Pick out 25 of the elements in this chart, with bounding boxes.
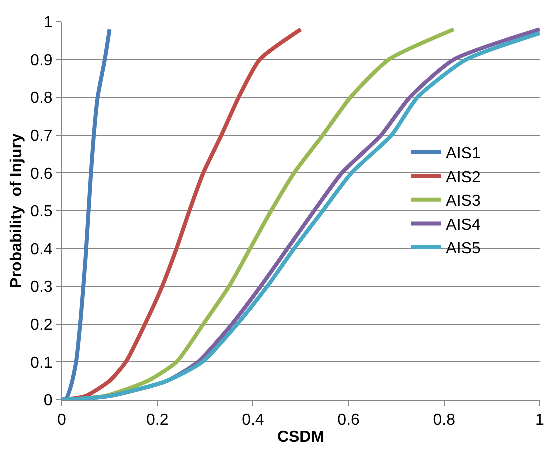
y-tick-label: 0.9 [30, 52, 53, 70]
y-tick-label: 0.7 [30, 128, 53, 145]
y-tick-label: 1 [44, 14, 53, 32]
y-tick-label: 0.5 [30, 204, 53, 221]
legend-label: AIS4 [446, 216, 481, 234]
x-axis-title: CSDM [277, 428, 325, 446]
x-tick-label: 0.6 [338, 412, 360, 430]
y-tick-label: 0.6 [30, 166, 53, 183]
legend-label: AIS3 [446, 193, 481, 210]
y-axis-title: Probability of Injury [8, 134, 26, 288]
x-tick-label: 0.2 [146, 412, 169, 430]
line-series [62, 28, 112, 400]
x-tick-label: 1 [536, 412, 545, 430]
y-tick-label: 0.2 [30, 317, 53, 334]
x-tick-label: 0.8 [433, 412, 456, 430]
y-tick-label: 0.4 [30, 241, 53, 258]
x-tick-label: 0 [58, 412, 67, 430]
y-tick-label: 0 [44, 392, 53, 410]
line-series [62, 28, 303, 400]
y-tick-label: 0.8 [30, 90, 53, 108]
y-tick-label: 0.3 [30, 279, 53, 296]
x-tick-label: 0.4 [242, 412, 264, 430]
legend-label: AIS2 [446, 169, 481, 186]
legend-label: AIS1 [446, 146, 481, 163]
y-tick-label: 0.1 [30, 354, 53, 372]
